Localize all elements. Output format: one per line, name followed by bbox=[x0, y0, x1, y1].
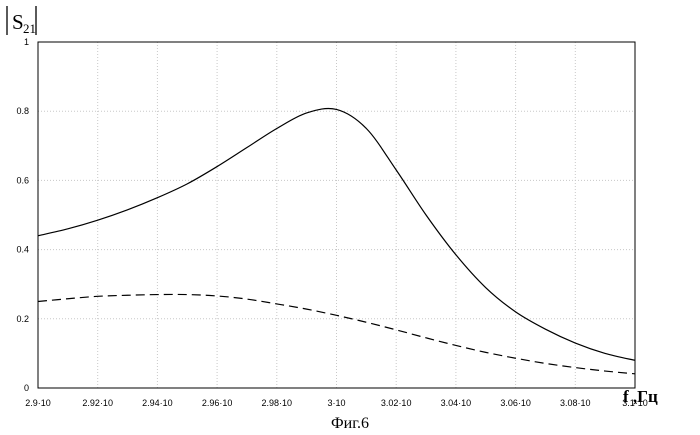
y-tick-label: 1 bbox=[24, 37, 29, 47]
x-tick-label: 3.04·10 bbox=[441, 398, 472, 408]
x-tick-label: 2.9·10 bbox=[25, 398, 51, 408]
tick-labels: 2.9·10 2.92·10 2.94·10 2.96·10 2.98·10 3·10 3.… bbox=[16, 37, 647, 408]
x-axis-label: f ,Гц bbox=[623, 387, 658, 406]
figure-caption: Фиг.6 bbox=[331, 415, 369, 432]
x-tick-label: 3.08·10 bbox=[560, 398, 591, 408]
y-tick-label: 0.4 bbox=[16, 245, 29, 255]
y-tick-label: 0.2 bbox=[16, 314, 29, 324]
x-tick-label: 2.98·10 bbox=[262, 398, 293, 408]
y-tick-label: 0.6 bbox=[16, 175, 29, 185]
y-tick-label: 0 bbox=[24, 383, 29, 393]
x-tick-label: 2.92·10 bbox=[82, 398, 113, 408]
x-tick-label: 2.94·10 bbox=[142, 398, 173, 408]
y-axis-label-text: S bbox=[12, 10, 24, 34]
x-tick-label: 3.02·10 bbox=[381, 398, 412, 408]
x-tick-label: 3·10 bbox=[327, 398, 345, 408]
y-tick-label: 0.8 bbox=[16, 106, 29, 116]
series-layer bbox=[38, 108, 635, 373]
grid-lines bbox=[38, 42, 635, 388]
y-axis-label-subscript: 21 bbox=[23, 21, 36, 36]
x-tick-label: 2.96·10 bbox=[202, 398, 233, 408]
x-tick-label: 3.06·10 bbox=[500, 398, 531, 408]
y-axis-label: S 21 bbox=[7, 6, 36, 36]
